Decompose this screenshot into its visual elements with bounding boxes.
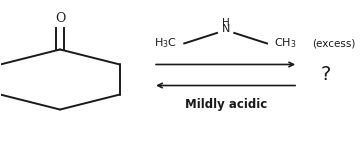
Text: Mildly acidic: Mildly acidic: [184, 97, 267, 110]
Text: H: H: [222, 18, 229, 28]
Text: CH$_3$: CH$_3$: [274, 37, 297, 50]
Text: (excess): (excess): [312, 38, 355, 49]
Text: ?: ?: [321, 65, 331, 84]
Text: O: O: [55, 12, 65, 25]
Text: H$_3$C: H$_3$C: [154, 37, 178, 50]
Text: N: N: [221, 24, 230, 34]
